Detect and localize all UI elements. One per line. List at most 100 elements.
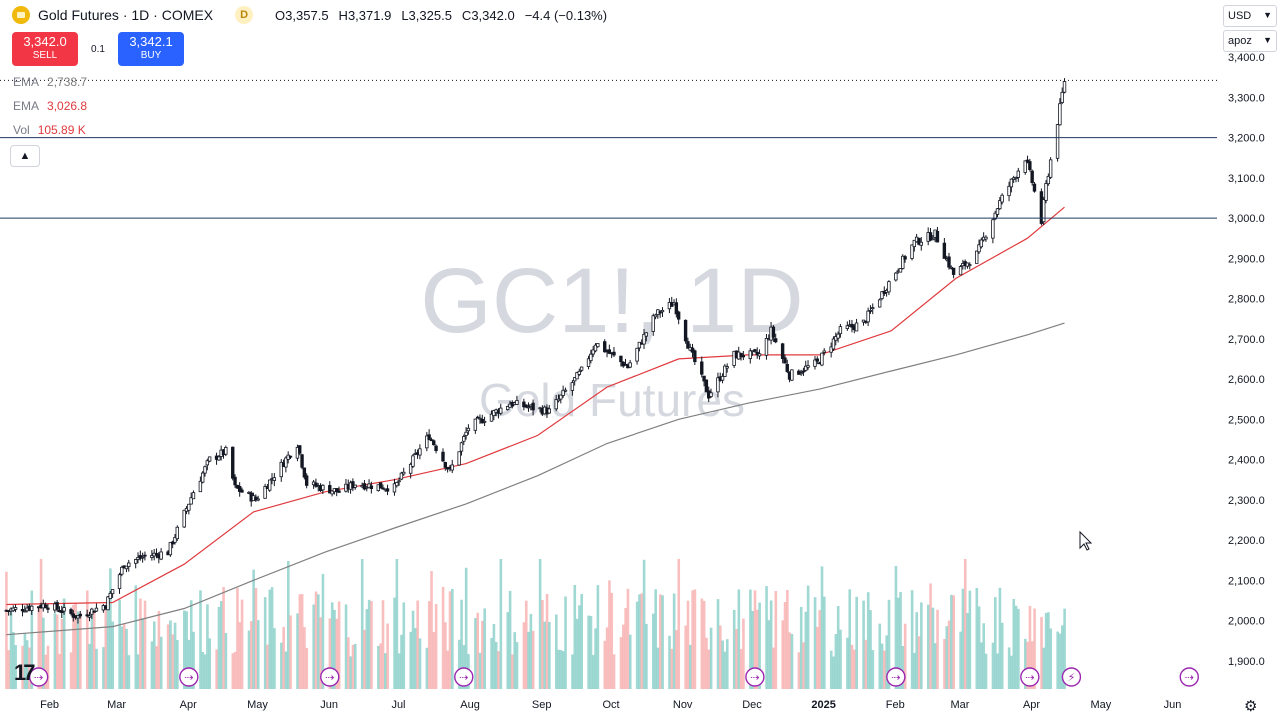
volume-bar <box>823 596 826 689</box>
candle-body <box>362 483 367 490</box>
volume-bar <box>28 647 31 689</box>
price-tick-label: 1,900.0 <box>1228 656 1265 668</box>
settings-gear-icon[interactable]: ⚙ <box>1244 698 1258 715</box>
volume-bar <box>769 600 773 689</box>
candle-body <box>603 341 607 353</box>
candle-body <box>995 208 1000 215</box>
candle-body <box>1023 160 1027 173</box>
volume-bar <box>947 620 951 689</box>
volume-bar <box>462 645 466 689</box>
volume-bar <box>159 636 163 689</box>
candle-body <box>836 333 840 339</box>
volume-bar <box>513 632 517 689</box>
volume-bar <box>335 618 339 689</box>
indicator-ema-50[interactable]: EMA 3,026.8 <box>13 99 87 113</box>
candle-body <box>62 607 66 612</box>
volume-bar <box>926 604 930 689</box>
candle-body <box>69 609 73 614</box>
candle-body <box>1016 170 1020 178</box>
change-value: −4.4 (−0.13%) <box>524 7 608 23</box>
volume-bar <box>427 601 431 689</box>
volume-bar <box>95 648 98 689</box>
candle-body <box>822 350 826 353</box>
candle-body <box>464 431 468 436</box>
volume-bar <box>1044 612 1048 689</box>
indicator-value: 105.89 K <box>37 123 86 137</box>
price-tick-label: 2,200.0 <box>1228 535 1265 547</box>
symbol-title[interactable]: Gold Futures · 1D · COMEX <box>38 7 214 23</box>
volume-bar <box>497 651 500 689</box>
arrow-event-icon <box>28 667 49 687</box>
indicator-ema-200[interactable]: EMA 2,738.7 <box>13 75 87 89</box>
chevron-down-icon: ▼ <box>1263 35 1272 45</box>
candle-body <box>489 413 494 422</box>
candle-body <box>425 435 429 449</box>
volume-bar <box>72 604 75 689</box>
sell-label: SELL <box>32 50 58 61</box>
buy-button[interactable]: 3,342.1 BUY <box>118 32 184 66</box>
volume-bar <box>675 630 678 689</box>
volume-bar <box>1042 647 1046 689</box>
candle-body <box>43 604 48 609</box>
volume-bar <box>723 651 727 689</box>
ohlc-values: O3,357.5 H3,371.9 L3,325.5 C3,342.0 −4.4… <box>275 8 607 23</box>
volume-bar <box>250 621 253 689</box>
volume-bar <box>672 593 676 689</box>
volume-bar <box>9 610 13 689</box>
arrow-event-icon <box>886 667 906 687</box>
volume-bar <box>903 623 907 689</box>
candle-body <box>154 553 159 555</box>
candle-body <box>570 382 575 391</box>
volume-bar <box>527 631 530 689</box>
candle-body <box>704 379 709 393</box>
volume-bar <box>300 593 304 689</box>
candle-body <box>205 460 210 466</box>
candle-body <box>642 333 646 345</box>
volume-bar <box>109 568 112 689</box>
candle-body <box>820 352 824 366</box>
volume-bar <box>790 633 794 689</box>
candle-body <box>150 555 154 558</box>
candle-body <box>773 338 778 343</box>
volume-bar <box>240 599 244 689</box>
volume-bar <box>589 615 593 689</box>
candle-body <box>457 451 461 466</box>
candle-body <box>110 589 115 595</box>
candle-body <box>385 488 390 492</box>
volume-bar <box>254 587 258 689</box>
volume-bar <box>834 633 838 689</box>
tradingview-logo[interactable]: 17 <box>14 660 36 685</box>
volume-bar <box>379 643 383 689</box>
scale-select[interactable]: apoz ▼ <box>1223 30 1277 52</box>
candle-body <box>612 351 616 356</box>
volume-bar <box>384 653 387 689</box>
candle-body <box>284 457 288 468</box>
indicator-volume[interactable]: Vol 105.89 K <box>13 123 86 137</box>
candle-body <box>579 366 584 371</box>
candle-body <box>304 475 309 486</box>
volume-bar <box>700 598 704 689</box>
candle-body <box>1014 177 1018 179</box>
volume-bar <box>289 615 292 689</box>
volume-bar <box>820 566 824 689</box>
volume-bar <box>280 642 283 689</box>
volume-series <box>5 559 1066 689</box>
collapse-legend-button[interactable]: ▲ <box>10 145 40 167</box>
event-glyph: ⇢ <box>184 671 193 684</box>
candle-body <box>993 212 997 220</box>
volume-bar <box>333 609 336 689</box>
volume-bar <box>1058 633 1062 689</box>
volume-bar <box>155 646 158 689</box>
volume-bar <box>543 621 547 689</box>
volume-bar <box>393 597 396 689</box>
delayed-badge[interactable]: D <box>235 6 254 24</box>
candle-body <box>60 610 64 613</box>
volume-bar <box>545 593 549 689</box>
currency-select[interactable]: USD ▼ <box>1223 5 1277 27</box>
sell-button[interactable]: 3,342.0 SELL <box>12 32 78 66</box>
volume-bar <box>118 599 121 689</box>
candle-body <box>977 244 981 253</box>
candle-body <box>1000 194 1004 203</box>
candle-body <box>619 355 623 363</box>
